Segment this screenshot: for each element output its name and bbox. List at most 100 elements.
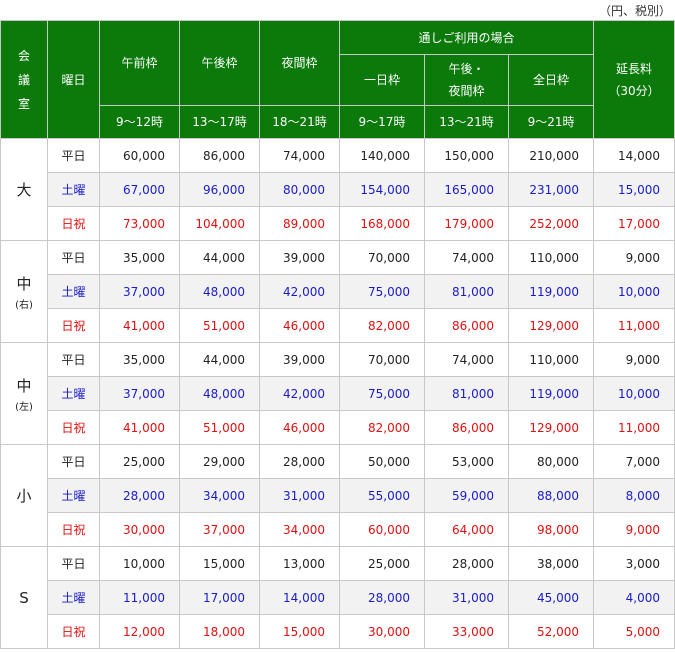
price-cell: 41,000 [99, 308, 180, 343]
unit-note: （円、税別） [598, 4, 671, 18]
price-cell: 74,000 [259, 138, 340, 173]
price-cell: 8,000 [593, 478, 675, 513]
price-cell: 31,000 [424, 580, 509, 615]
price-cell: 129,000 [507, 308, 595, 343]
price-cell: 82,000 [339, 308, 425, 343]
table-row: 土曜 37,000 48,000 42,000 75,000 81,000 119,000 1… [1, 274, 675, 309]
price-cell: 67,000 [99, 172, 180, 207]
price-cell: 39,000 [259, 342, 340, 377]
room-name-cell: 大 [0, 138, 48, 241]
table-row: 日祝 12,000 18,000 15,000 30,000 33,000 52,000 5,… [1, 614, 675, 649]
price-cell: 15,000 [259, 614, 340, 649]
day-type: 土曜 [47, 478, 100, 513]
price-cell: 10,000 [99, 546, 180, 581]
price-cell: 39,000 [259, 240, 340, 275]
price-cell: 231,000 [507, 172, 595, 207]
price-cell: 96,000 [179, 172, 260, 207]
header-morning: 午前枠 [99, 20, 180, 106]
price-cell: 252,000 [507, 206, 595, 241]
header-afternoon-time: 13〜17時 [179, 105, 260, 139]
day-type: 土曜 [47, 274, 100, 309]
price-cell: 33,000 [424, 614, 509, 649]
price-cell: 15,000 [593, 172, 675, 207]
price-cell: 104,000 [179, 206, 260, 241]
price-cell: 165,000 [424, 172, 509, 207]
room-name: 大 [16, 181, 32, 199]
price-cell: 35,000 [99, 240, 180, 275]
price-cell: 37,000 [179, 512, 260, 547]
price-cell: 11,000 [593, 410, 675, 445]
price-cell: 30,000 [339, 614, 425, 649]
price-cell: 89,000 [259, 206, 340, 241]
price-cell: 110,000 [507, 342, 595, 377]
price-cell: 9,000 [593, 240, 675, 275]
price-cell: 25,000 [339, 546, 425, 581]
price-cell: 44,000 [179, 240, 260, 275]
header-full-day: 一日枠 [339, 54, 425, 106]
price-cell: 119,000 [507, 274, 595, 309]
price-cell: 46,000 [259, 410, 340, 445]
price-cell: 150,000 [424, 138, 509, 173]
price-table-body: 大平日 60,000 86,000 74,000 140,000 150,000 210,0… [0, 138, 675, 649]
header-full-day-time: 9〜17時 [339, 105, 425, 139]
price-cell: 30,000 [99, 512, 180, 547]
header-afternoon-night: 午後・ 夜間枠 [424, 54, 509, 106]
day-type: 日祝 [47, 512, 100, 547]
price-cell: 42,000 [259, 376, 340, 411]
header-morning-time: 9〜12時 [99, 105, 180, 139]
price-cell: 12,000 [99, 614, 180, 649]
header-through-group: 通しご利用の場合 [338, 20, 595, 55]
price-cell: 15,000 [179, 546, 260, 581]
day-type: 土曜 [47, 580, 100, 615]
price-cell: 48,000 [179, 376, 260, 411]
price-cell: 82,000 [339, 410, 425, 445]
price-cell: 179,000 [424, 206, 509, 241]
price-cell: 46,000 [259, 308, 340, 343]
price-cell: 28,000 [99, 478, 180, 513]
header-afternoon: 午後枠 [179, 20, 260, 106]
price-cell: 64,000 [424, 512, 509, 547]
price-cell: 10,000 [593, 376, 675, 411]
header-room: 会 議 室 [0, 20, 48, 139]
room-name: 中 [16, 376, 32, 395]
price-cell: 42,000 [259, 274, 340, 309]
table-row: S 平日 10,000 15,000 13,000 25,000 28,000 38,000 3… [0, 546, 675, 649]
price-cell: 37,000 [99, 376, 180, 411]
day-type: 日祝 [47, 308, 100, 343]
price-cell: 45,000 [507, 580, 595, 615]
room-name: 小 [16, 487, 32, 505]
header-night-time: 18〜21時 [259, 105, 340, 139]
header-all-day: 全日枠 [507, 54, 595, 106]
price-cell: 51,000 [179, 410, 260, 445]
day-type: 土曜 [47, 376, 100, 411]
price-cell: 81,000 [424, 274, 509, 309]
price-cell: 9,000 [593, 342, 675, 377]
room-name-cell: 中 (右) [0, 240, 48, 343]
table-row: 土曜 28,000 34,000 31,000 55,000 59,000 88,000 8,… [1, 478, 675, 513]
table-row: 中 (右) 平日 35,000 44,000 39,000 70,000 74,000 110,… [0, 240, 675, 343]
price-cell: 80,000 [259, 172, 340, 207]
price-cell: 129,000 [507, 410, 595, 445]
price-cell: 34,000 [259, 512, 340, 547]
table-row: 中 (左) 平日 35,000 44,000 39,000 70,000 74,000 110,… [0, 342, 675, 445]
price-cell: 60,000 [99, 138, 180, 173]
day-type: 平日 [47, 138, 100, 173]
price-cell: 14,000 [259, 580, 340, 615]
price-cell: 31,000 [259, 478, 340, 513]
price-cell: 37,000 [99, 274, 180, 309]
table-row: 土曜 67,000 96,000 80,000 154,000 165,000 231,00… [1, 172, 675, 207]
price-cell: 86,000 [179, 138, 260, 173]
price-cell: 7,000 [593, 444, 675, 479]
price-cell: 28,000 [339, 580, 425, 615]
price-cell: 35,000 [99, 342, 180, 377]
day-type: 土曜 [47, 172, 100, 207]
room-name-cell: S [0, 546, 48, 649]
header-afternoon-night-time: 13〜21時 [424, 105, 509, 139]
price-cell: 59,000 [424, 478, 509, 513]
room-name-cell: 小 [0, 444, 48, 547]
room-side-label: (左) [15, 401, 33, 413]
price-cell: 70,000 [339, 342, 425, 377]
day-type: 日祝 [47, 614, 100, 649]
price-cell: 34,000 [179, 478, 260, 513]
table-row: 小平日 25,000 29,000 28,000 50,000 53,000 80,000 7… [0, 444, 675, 547]
